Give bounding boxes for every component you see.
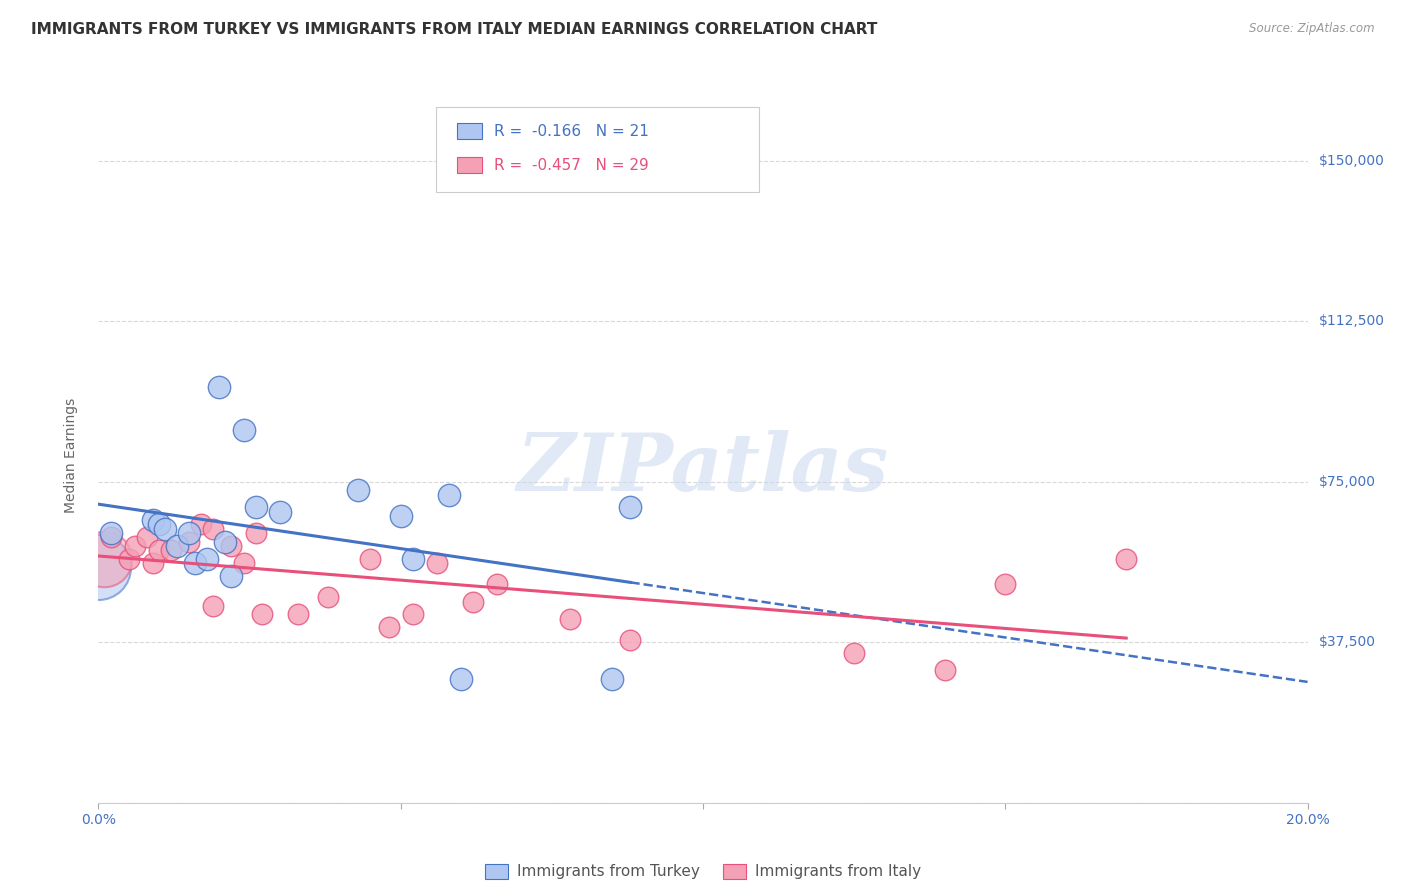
Point [184,556,207,570]
Point [287,607,309,622]
Point [148,543,170,558]
Point [177,534,201,549]
Point [245,500,267,515]
Point [463,594,485,608]
Point [558,612,581,626]
Point [100,530,122,544]
Point [142,556,165,570]
Point [437,487,460,501]
Point [619,633,641,648]
Point [250,607,273,622]
Point [426,556,449,570]
Point [232,556,254,570]
Point [316,591,339,605]
Point [202,522,225,536]
Point [619,500,641,515]
Text: $150,000: $150,000 [1319,153,1385,168]
Point [360,551,382,566]
Point [1115,551,1137,566]
Point [142,513,165,527]
Point [160,543,183,558]
Point [450,672,472,686]
Point [221,569,243,583]
Point [232,423,254,437]
Point [245,526,267,541]
Text: R =  -0.166   N = 21: R = -0.166 N = 21 [494,124,648,138]
Text: $112,500: $112,500 [1319,314,1385,328]
Point [402,607,425,622]
Point [93,551,115,566]
Point [486,577,509,591]
Text: Source: ZipAtlas.com: Source: ZipAtlas.com [1250,22,1375,36]
Point [153,522,176,536]
Point [208,380,231,394]
Point [347,483,370,498]
Point [269,505,291,519]
Point [177,526,201,541]
Text: ZIPatlas: ZIPatlas [517,430,889,508]
Legend: Immigrants from Turkey, Immigrants from Italy: Immigrants from Turkey, Immigrants from … [479,858,927,886]
Point [994,577,1017,591]
Point [377,620,399,634]
Point [118,551,141,566]
Text: R =  -0.457   N = 29: R = -0.457 N = 29 [494,158,648,172]
Point [214,534,236,549]
Point [202,599,225,613]
Point [87,560,110,574]
Point [124,539,146,553]
Point [221,539,243,553]
Point [166,539,188,553]
Point [389,508,412,523]
Point [100,526,122,541]
Y-axis label: Median Earnings: Median Earnings [63,397,77,513]
Point [934,663,956,677]
Point [148,517,170,532]
Point [844,646,866,660]
Point [402,551,425,566]
Text: $37,500: $37,500 [1319,635,1375,649]
Point [190,517,212,532]
Point [135,530,157,544]
Text: IMMIGRANTS FROM TURKEY VS IMMIGRANTS FROM ITALY MEDIAN EARNINGS CORRELATION CHAR: IMMIGRANTS FROM TURKEY VS IMMIGRANTS FRO… [31,22,877,37]
Text: $75,000: $75,000 [1319,475,1375,489]
Point [195,551,218,566]
Point [602,672,624,686]
